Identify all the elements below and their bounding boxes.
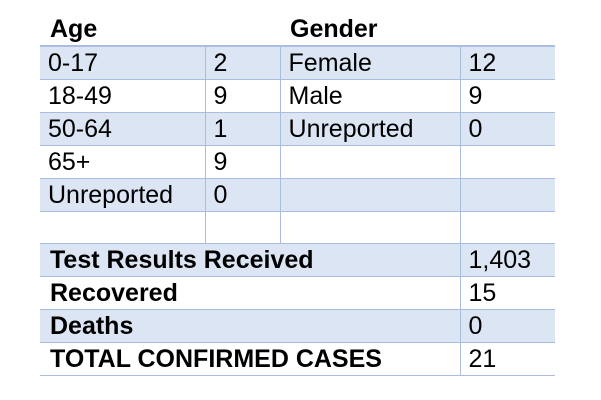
empty-cell — [279, 145, 461, 179]
summary-value: 0 — [459, 309, 556, 343]
empty-cell — [279, 178, 461, 212]
table-row: 50-64 1 Unreported 0 — [40, 112, 556, 146]
empty-cell — [459, 178, 556, 212]
table-row: Unreported 0 — [40, 178, 556, 212]
empty-cell — [459, 211, 556, 244]
summary-label: TOTAL CONFIRMED CASES — [40, 342, 461, 376]
gender-count: 0 — [459, 112, 556, 146]
empty-cell — [459, 145, 556, 179]
age-header: Age — [50, 14, 98, 43]
empty-cell — [204, 211, 281, 244]
case-summary-table-container: Age Gender 0-17 2 Female 12 18-49 9 Male… — [40, 12, 556, 376]
summary-value: 15 — [459, 276, 556, 310]
age-label: 50-64 — [40, 112, 205, 146]
table-row: 18-49 9 Male 9 — [40, 79, 556, 113]
summary-label: Test Results Received — [40, 243, 461, 277]
age-count: 9 — [204, 145, 281, 179]
header-row: Age Gender — [40, 12, 556, 46]
age-count: 1 — [204, 112, 281, 146]
gender-label: Female — [279, 46, 461, 80]
summary-label: Deaths — [40, 309, 461, 343]
empty-cell — [279, 211, 461, 244]
spacer-row — [40, 211, 556, 244]
summary-value: 1,403 — [459, 243, 556, 277]
case-summary-table: Age Gender 0-17 2 Female 12 18-49 9 Male… — [40, 12, 556, 376]
gender-count: 12 — [459, 46, 556, 80]
gender-label: Male — [279, 79, 461, 113]
summary-value: 21 — [459, 342, 556, 376]
summary-row-deaths: Deaths 0 — [40, 309, 556, 343]
summary-label: Recovered — [40, 276, 461, 310]
age-label: Unreported — [40, 178, 205, 212]
age-count: 9 — [204, 79, 281, 113]
empty-cell — [40, 211, 205, 244]
table-row: 0-17 2 Female 12 — [40, 46, 556, 80]
age-count: 2 — [204, 46, 281, 80]
gender-count: 9 — [459, 79, 556, 113]
gender-label: Unreported — [279, 112, 461, 146]
table-row: 65+ 9 — [40, 145, 556, 179]
age-count: 0 — [204, 178, 281, 212]
gender-header: Gender — [290, 14, 378, 43]
summary-row-total-cases: TOTAL CONFIRMED CASES 21 — [40, 342, 556, 376]
age-label: 0-17 — [40, 46, 205, 80]
summary-row-recovered: Recovered 15 — [40, 276, 556, 310]
age-label: 18-49 — [40, 79, 205, 113]
summary-row-test-results: Test Results Received 1,403 — [40, 243, 556, 277]
age-label: 65+ — [40, 145, 205, 179]
